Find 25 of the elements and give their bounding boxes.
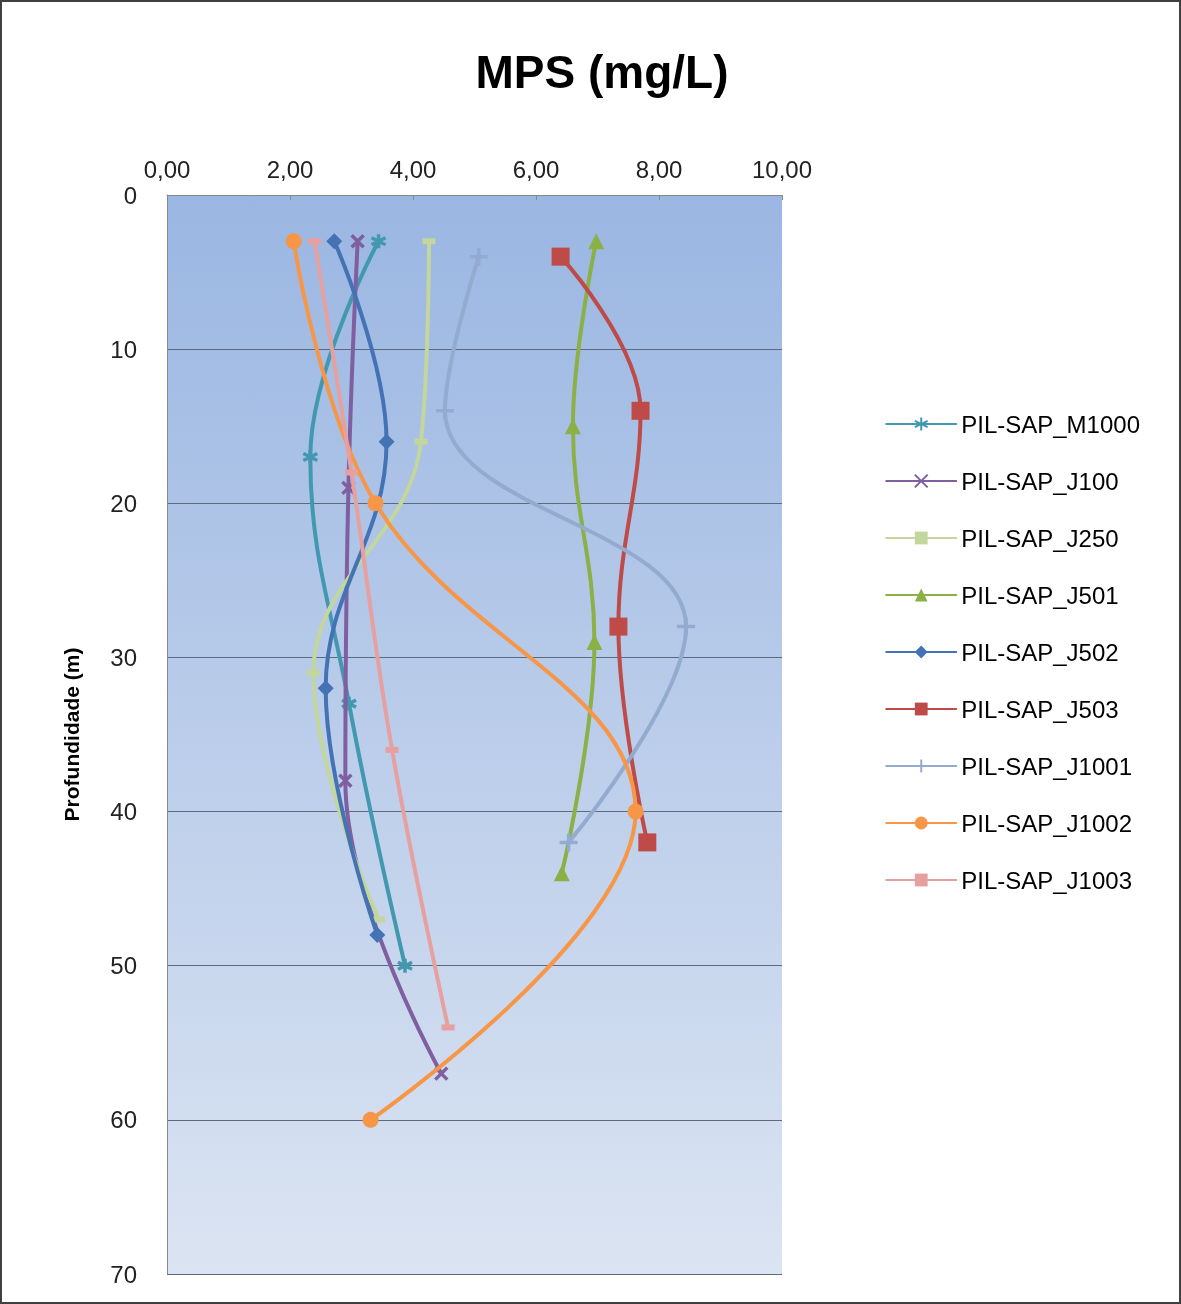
x-tick-label: 2,00	[266, 155, 314, 183]
legend-label: PIL-SAP_M1000	[961, 410, 1141, 438]
y-tick-label: 70	[110, 1260, 137, 1288]
legend-label: PIL-SAP_J1003	[961, 866, 1133, 894]
y-tick-label: 60	[110, 1106, 137, 1134]
y-tick-label: 50	[110, 952, 137, 980]
legend-label: PIL-SAP_J100	[961, 467, 1119, 495]
x-tick-label: 6,00	[512, 155, 560, 183]
y-axis-title: Profundidade (m)	[60, 647, 83, 822]
legend-label: PIL-SAP_J1002	[961, 809, 1133, 837]
y-tick-label: 20	[110, 489, 137, 517]
legend-label: PIL-SAP_J1001	[961, 752, 1133, 780]
legend-label: PIL-SAP_J501	[961, 581, 1119, 609]
x-tick-label: 10,00	[751, 155, 813, 183]
legend-label: PIL-SAP_J503	[961, 695, 1119, 723]
x-tick-label: 0,00	[143, 155, 191, 183]
chart-title: MPS (mg/L)	[475, 46, 729, 98]
x-tick-label: 4,00	[389, 155, 437, 183]
legend-label: PIL-SAP_J250	[961, 524, 1119, 552]
x-tick-label: 8,00	[635, 155, 683, 183]
y-tick-label: 30	[110, 643, 137, 671]
legend-label: PIL-SAP_J502	[961, 638, 1119, 666]
y-tick-label: 40	[110, 798, 137, 826]
y-tick-label: 10	[110, 335, 137, 363]
y-tick-label: 0	[123, 181, 137, 209]
